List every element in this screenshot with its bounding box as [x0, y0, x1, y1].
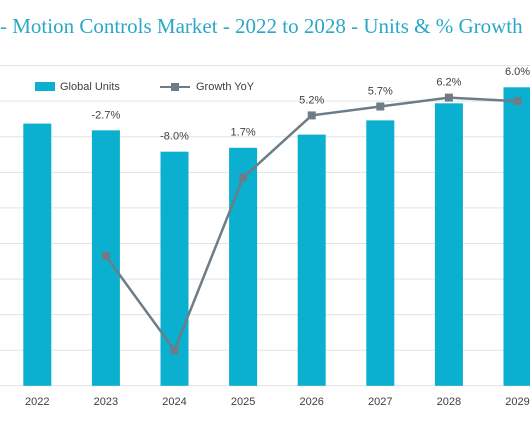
- x-tick-label: 2023: [94, 396, 118, 408]
- growth-marker: [444, 93, 453, 102]
- growth-marker: [239, 173, 248, 182]
- bar: [297, 134, 326, 386]
- growth-marker: [101, 251, 110, 260]
- chart-title: - Motion Controls Market - 2022 to 2028 …: [0, 14, 523, 38]
- data-label: -8.0%: [160, 131, 189, 143]
- data-label: 5.7%: [368, 85, 393, 97]
- bar: [503, 87, 530, 386]
- data-label: -2.7%: [92, 109, 121, 121]
- x-tick-label: 2024: [162, 396, 186, 408]
- x-tick-label: 2022: [25, 396, 49, 408]
- x-tick-label: 2025: [231, 396, 255, 408]
- data-label: 6.0%: [505, 66, 530, 78]
- growth-marker: [170, 346, 179, 355]
- data-label: 1.7%: [231, 127, 256, 139]
- data-label: 6.2%: [436, 77, 461, 89]
- growth-marker: [376, 102, 385, 111]
- legend-label: Growth YoY: [196, 81, 255, 93]
- x-tick-label: 2028: [437, 396, 461, 408]
- legend-label: Global Units: [60, 81, 120, 93]
- x-tick-label: 2027: [368, 396, 392, 408]
- bar: [23, 123, 52, 386]
- bar: [434, 103, 463, 386]
- bar: [229, 147, 258, 386]
- x-tick-label: 2026: [299, 396, 323, 408]
- bar: [366, 120, 395, 386]
- data-label: 5.2%: [299, 94, 324, 106]
- x-tick-label: 2029: [505, 396, 529, 408]
- legend-swatch: [35, 82, 55, 91]
- growth-marker: [307, 111, 316, 120]
- growth-marker: [513, 97, 522, 106]
- legend-marker: [171, 83, 179, 91]
